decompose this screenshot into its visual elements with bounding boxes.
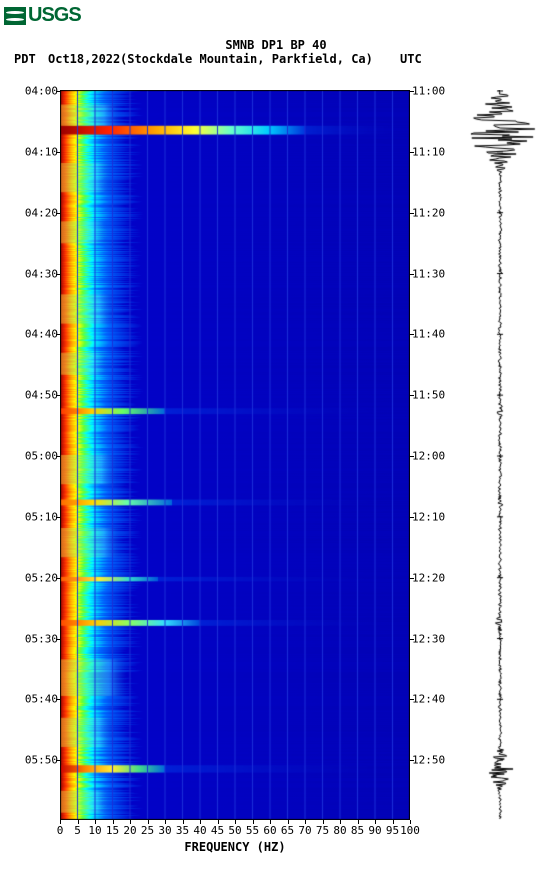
right-time-tick: 12:10 bbox=[410, 510, 445, 523]
left-time-tick: 05:00 bbox=[25, 450, 60, 463]
chart-title: SMNB DP1 BP 40 bbox=[0, 38, 552, 52]
left-time-tick: 04:30 bbox=[25, 267, 60, 280]
right-time-tick: 12:00 bbox=[410, 450, 445, 463]
right-time-tick: 12:20 bbox=[410, 571, 445, 584]
left-time-tick: 04:40 bbox=[25, 328, 60, 341]
spectrogram-canvas bbox=[60, 90, 410, 820]
right-time-tick: 11:10 bbox=[410, 145, 445, 158]
right-time-tick: 12:40 bbox=[410, 693, 445, 706]
usgs-logo: USGS bbox=[4, 4, 81, 27]
x-axis-title: FREQUENCY (HZ) bbox=[184, 840, 285, 854]
left-time-tick: 05:40 bbox=[25, 693, 60, 706]
usgs-logo-text: USGS bbox=[28, 4, 81, 27]
seismogram-plot bbox=[460, 90, 540, 820]
usgs-wave-icon bbox=[4, 7, 26, 25]
station-location: (Stockdale Mountain, Parkfield, Ca) bbox=[120, 52, 373, 66]
left-time-tick: 04:20 bbox=[25, 206, 60, 219]
left-time-tick: 05:20 bbox=[25, 571, 60, 584]
left-time-tick: 05:30 bbox=[25, 632, 60, 645]
right-timezone-label: UTC bbox=[400, 52, 422, 66]
spectrogram-plot: 04:0004:1004:2004:3004:4004:5005:0005:10… bbox=[60, 90, 410, 820]
right-time-tick: 11:50 bbox=[410, 389, 445, 402]
right-time-tick: 12:30 bbox=[410, 632, 445, 645]
left-time-tick: 05:10 bbox=[25, 510, 60, 523]
date-label: Oct18,2022 bbox=[48, 52, 120, 66]
right-time-tick: 11:40 bbox=[410, 328, 445, 341]
left-time-tick: 05:50 bbox=[25, 754, 60, 767]
left-time-tick: 04:00 bbox=[25, 85, 60, 98]
left-time-tick: 04:50 bbox=[25, 389, 60, 402]
seismogram-canvas bbox=[460, 90, 540, 820]
left-time-tick: 04:10 bbox=[25, 145, 60, 158]
left-timezone-label: PDT bbox=[14, 52, 36, 66]
right-time-tick: 11:00 bbox=[410, 85, 445, 98]
right-time-tick: 11:20 bbox=[410, 206, 445, 219]
right-time-tick: 11:30 bbox=[410, 267, 445, 280]
right-time-tick: 12:50 bbox=[410, 754, 445, 767]
